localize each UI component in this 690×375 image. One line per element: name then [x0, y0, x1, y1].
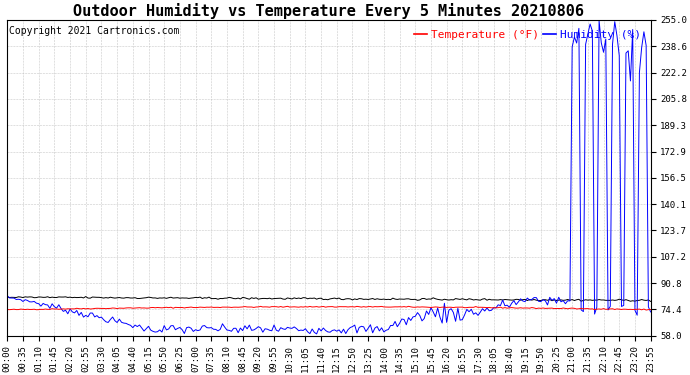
Text: Copyright 2021 Cartronics.com: Copyright 2021 Cartronics.com: [8, 26, 179, 36]
Legend: Temperature (°F), Humidity (%): Temperature (°F), Humidity (%): [409, 26, 645, 44]
Title: Outdoor Humidity vs Temperature Every 5 Minutes 20210806: Outdoor Humidity vs Temperature Every 5 …: [73, 3, 584, 19]
